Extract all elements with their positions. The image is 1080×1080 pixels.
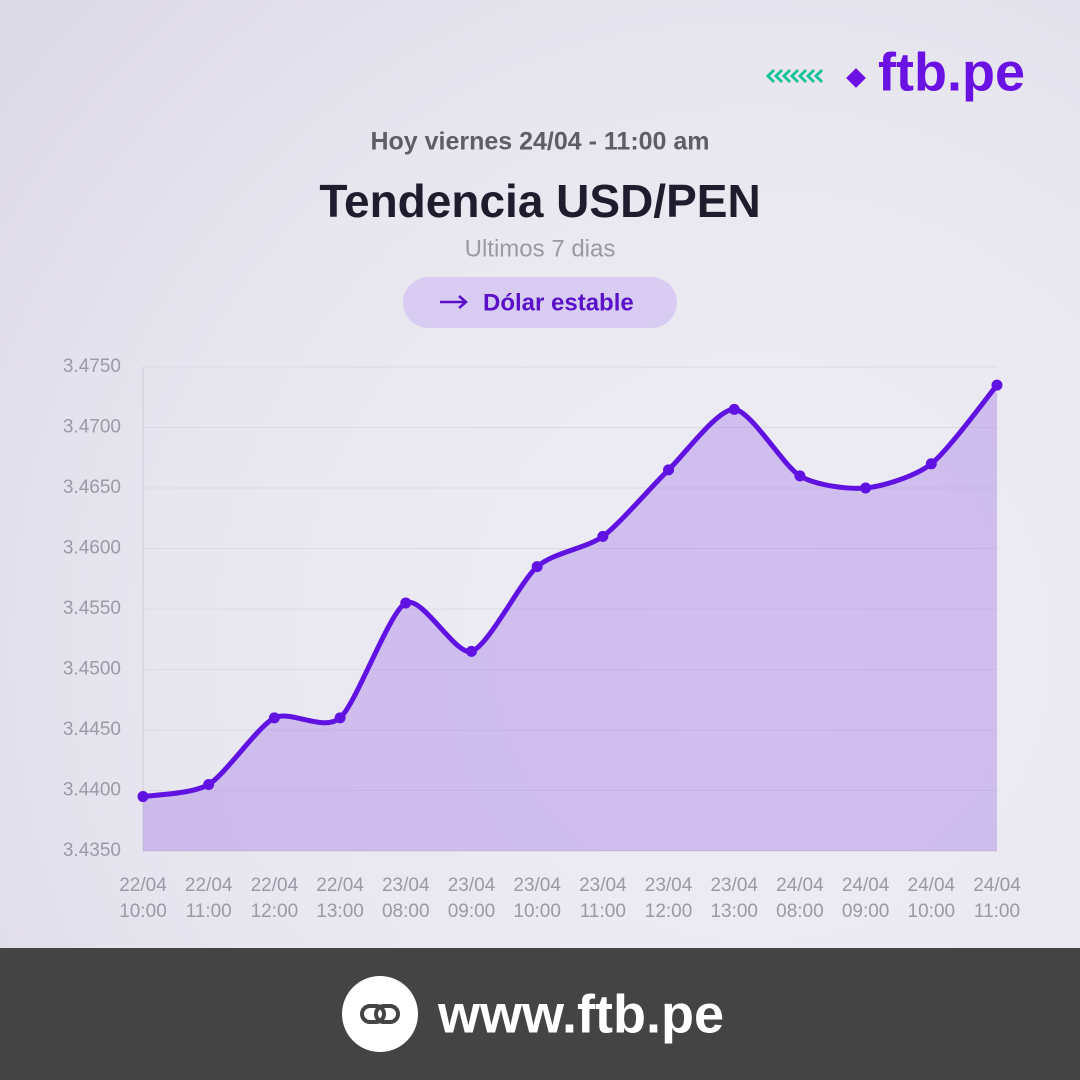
logo: ftb.pe (878, 42, 1025, 102)
point (137, 791, 149, 803)
point (794, 470, 806, 482)
x-tick-label: 12:00 (645, 901, 693, 922)
chart-title: Tendencia USD/PEN (319, 175, 760, 227)
x-tick-label: 13:00 (316, 901, 364, 922)
x-tick-label: 24/04 (908, 875, 956, 896)
x-tick-label: 11:00 (580, 901, 626, 922)
y-tick-label: 3.4700 (63, 417, 121, 438)
x-tick-label: 22/04 (316, 875, 364, 896)
point (268, 712, 280, 724)
y-tick-label: 3.4750 (63, 356, 121, 377)
point (728, 403, 740, 415)
line (140, 382, 1000, 800)
area (143, 385, 997, 851)
y-tick-label: 3.4600 (63, 538, 121, 559)
x-tick-label: 10:00 (119, 901, 167, 922)
y-tick-label: 3.4450 (63, 719, 121, 740)
chart-subtitle: Ultimos 7 dias (465, 235, 616, 262)
plot: 3.4350 3.4400 3.4450 3.4500 3.4550 3.4600 3.46… (63, 356, 1021, 922)
x-tick-label: 13:00 (710, 901, 758, 922)
point (991, 379, 1003, 391)
x-tick-label: 24/04 (776, 875, 824, 896)
point (925, 458, 937, 470)
footer (0, 948, 1080, 1080)
y-tick-label: 3.4400 (63, 780, 121, 801)
x-tick-label: 24/04 (842, 875, 890, 896)
x-tick-label: 08:00 (776, 901, 824, 922)
point (203, 778, 215, 790)
x-tick-label: 24/04 (973, 875, 1021, 896)
link-glyph (360, 1004, 400, 1024)
point (334, 712, 346, 724)
y-tick-label: 3.4500 (63, 659, 121, 680)
x-tick-label: 23/04 (710, 875, 758, 896)
point (531, 561, 543, 573)
point (400, 597, 412, 609)
badge-text: Dólar estable (483, 289, 634, 316)
x-tick-label: 23/04 (448, 875, 496, 896)
badge (403, 277, 677, 328)
x-tick-label: 11:00 (974, 901, 1020, 922)
date: Hoy viernes 24/04 - 11:00 am (370, 128, 709, 156)
badge-arrow (440, 295, 468, 309)
x-tick-label: 09:00 (448, 901, 496, 922)
footer-url: www.ftb.pe (437, 984, 724, 1044)
x-tick-label: 23/04 (645, 875, 693, 896)
y-tick-label: 3.4650 (63, 477, 121, 498)
x-tick-label: 09:00 (842, 901, 890, 922)
y-tick-label: 3.4550 (63, 598, 121, 619)
x-tick-label: 08:00 (382, 901, 430, 922)
point (597, 530, 609, 542)
link-icon (342, 976, 418, 1052)
point (465, 645, 477, 657)
x-tick-label: 22/04 (185, 875, 233, 896)
logo-chevrons (765, 68, 824, 84)
x-tick-label: 23/04 (513, 875, 561, 896)
x-tick-label: 22/04 (251, 875, 299, 896)
x-tick-label: 23/04 (382, 875, 430, 896)
x-tick-label: 23/04 (579, 875, 627, 896)
x-tick-label: 22/04 (119, 875, 167, 896)
x-tick-label: 10:00 (908, 901, 956, 922)
y-tick-label: 3.4350 (63, 840, 121, 861)
x-tick-label: 12:00 (251, 901, 299, 922)
x-tick-label: 10:00 (513, 901, 561, 922)
point (663, 464, 675, 476)
x-tick-label: 11:00 (186, 901, 232, 922)
point (860, 482, 872, 494)
